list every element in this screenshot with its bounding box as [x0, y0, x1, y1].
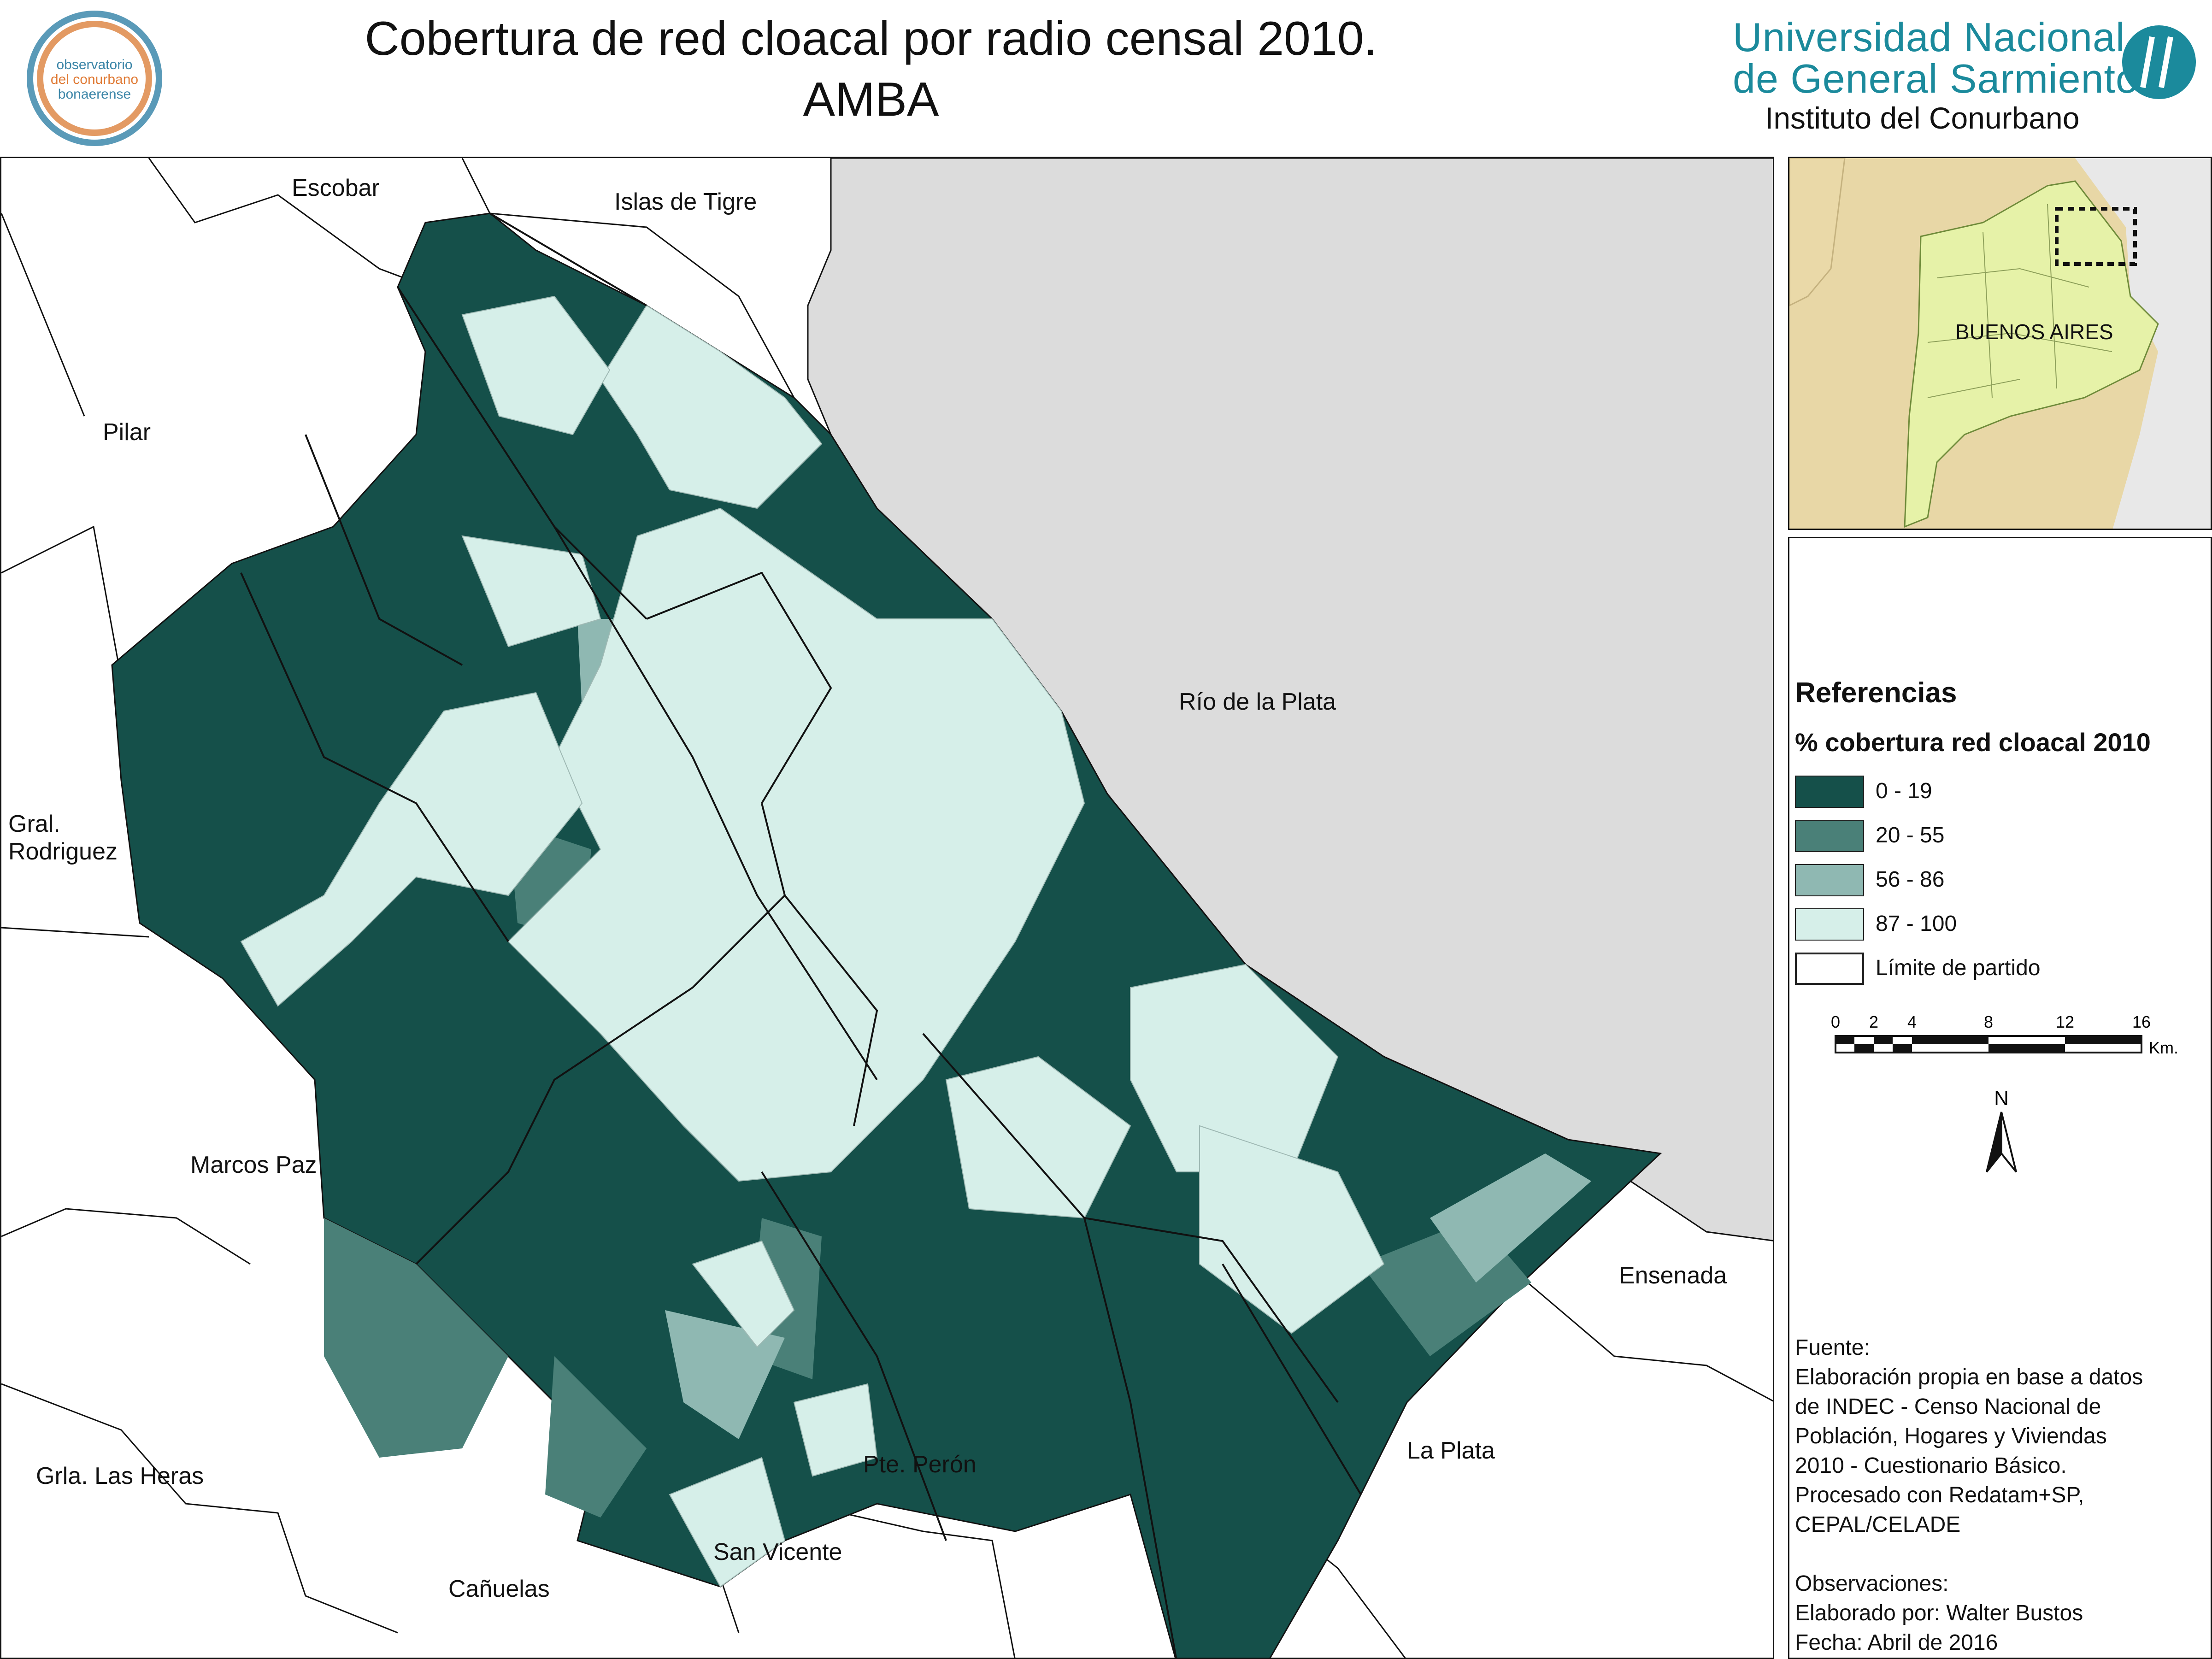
- source-heading: Fuente:: [1795, 1335, 1870, 1360]
- north-arrow: N: [1978, 1084, 2024, 1177]
- map-title-line1: Cobertura de red cloacal por radio censa…: [365, 12, 1377, 65]
- ungs-institute: Instituto del Conurbano: [1765, 101, 2080, 135]
- scale-tick-8: 8: [1984, 1012, 1993, 1031]
- scale-tick-12: 12: [2056, 1012, 2074, 1031]
- north-label: N: [1994, 1087, 2009, 1110]
- label-pilar: Pilar: [103, 419, 151, 446]
- observaciones-date: Fecha: Abril de 2016: [1795, 1630, 1998, 1655]
- partido-boundaries: [240, 212, 1362, 1658]
- scale-bar: 0 2 4 8 12 16 Km.: [1831, 1008, 2181, 1073]
- source-line-3: Población, Hogares y Viviendas: [1795, 1424, 2107, 1448]
- map-title-line2: AMBA: [803, 73, 939, 126]
- scale-tick-2: 2: [1869, 1012, 1878, 1031]
- label-ensenada: Ensenada: [1619, 1262, 1727, 1289]
- label-gral-rodriguez-1: Gral.: [8, 811, 60, 837]
- label-pte-peron: Pte. Perón: [863, 1451, 977, 1478]
- map-title: Cobertura de red cloacal por radio censa…: [359, 8, 1382, 130]
- buenos-aires-province: [1904, 180, 2159, 528]
- legend-subtitle: % cobertura red cloacal 2010: [1795, 728, 2151, 757]
- label-rio-de-la-plata: Río de la Plata: [1179, 688, 1336, 715]
- legend-label-limite: Límite de partido: [1876, 956, 2041, 980]
- legend-label-56-86: 56 - 86: [1876, 867, 1945, 892]
- legend-panel: Referencias % cobertura red cloacal 2010…: [1788, 537, 2212, 1659]
- label-islas-de-tigre: Islas de Tigre: [614, 188, 757, 215]
- amba-locator-box: [2055, 207, 2137, 266]
- ungs-emblem-icon: [2122, 25, 2196, 99]
- inset-map-svg: [1789, 158, 2211, 529]
- scale-bar-svg: 0 2 4 8 12 16 Km.: [1831, 1012, 2178, 1057]
- observatorio-line2: del conurbano: [51, 72, 138, 87]
- label-la-plata: La Plata: [1407, 1437, 1495, 1464]
- north-arrow-icon: N: [1986, 1087, 2017, 1173]
- legend-title: Referencias: [1795, 677, 1957, 709]
- legend-swatch-56-86: [1795, 864, 1864, 896]
- observaciones-heading: Observaciones:: [1795, 1571, 1949, 1596]
- label-grla-las-heras: Grla. Las Heras: [36, 1463, 204, 1489]
- observaciones-author: Elaborado por: Walter Bustos: [1795, 1601, 2083, 1625]
- legend-item-56-86: 56 - 86: [1795, 864, 2200, 899]
- label-san-vicente: San Vicente: [713, 1539, 842, 1565]
- source-line-2: de INDEC - Censo Nacional de: [1795, 1394, 2101, 1419]
- scale-tick-16: 16: [2132, 1012, 2151, 1031]
- ungs-name-line1: Universidad Nacional: [1733, 14, 2125, 60]
- source-line-4: 2010 - Cuestionario Básico.: [1795, 1453, 2067, 1478]
- legend-label-0-19: 0 - 19: [1876, 779, 1932, 803]
- scale-unit: Km.: [2149, 1038, 2178, 1057]
- observatorio-logo: observatorio del conurbano bonaerense: [18, 5, 171, 152]
- observatorio-line1: observatorio: [56, 57, 132, 72]
- legend-swatch-0-19: [1795, 776, 1864, 808]
- legend-label-87-100: 87 - 100: [1876, 912, 1957, 936]
- legend-item-limite-partido: Límite de partido: [1795, 953, 2200, 988]
- outer-partido-boundaries: [1, 158, 1773, 1658]
- ungs-logo: Universidad Nacional de General Sarmient…: [1733, 14, 2198, 143]
- inset-label-buenos-aires: BUENOS AIRES: [1955, 320, 2113, 344]
- legend-item-0-19: 0 - 19: [1795, 776, 2200, 811]
- label-canuelas: Cañuelas: [448, 1576, 550, 1602]
- source-line-5: Procesado con Redatam+SP,: [1795, 1483, 2084, 1507]
- source-line-6: CEPAL/CELADE: [1795, 1512, 1961, 1537]
- legend-swatch-limite: [1795, 953, 1864, 985]
- legend-item-87-100: 87 - 100: [1795, 908, 2200, 943]
- ungs-name-line2: de General Sarmiento: [1733, 56, 2139, 101]
- inset-locator-map: BUENOS AIRES: [1788, 157, 2212, 530]
- main-map: Escobar Islas de Tigre Pilar Gral. Rodri…: [0, 157, 1774, 1659]
- legend-label-20-55: 20 - 55: [1876, 823, 1945, 847]
- legend-swatch-20-55: [1795, 820, 1864, 852]
- source-notes: Fuente: Elaboración propia en base a dat…: [1795, 1333, 2205, 1658]
- coverage-87-100-areas: [240, 295, 1385, 1588]
- label-marcos-paz: Marcos Paz: [190, 1152, 317, 1178]
- legend-item-20-55: 20 - 55: [1795, 820, 2200, 855]
- amba-map-svg: [1, 158, 1773, 1658]
- inset-partido-lines: [1927, 204, 2112, 398]
- scale-tick-0: 0: [1831, 1012, 1840, 1031]
- label-gral-rodriguez-2: Rodriguez: [8, 838, 118, 865]
- label-escobar: Escobar: [292, 175, 380, 201]
- observatorio-line3: bonaerense: [58, 87, 131, 102]
- source-line-1: Elaboración propia en base a datos: [1795, 1365, 2143, 1389]
- source-spacer: [1795, 1540, 2205, 1569]
- scale-tick-4: 4: [1907, 1012, 1917, 1031]
- legend-swatch-87-100: [1795, 908, 1864, 941]
